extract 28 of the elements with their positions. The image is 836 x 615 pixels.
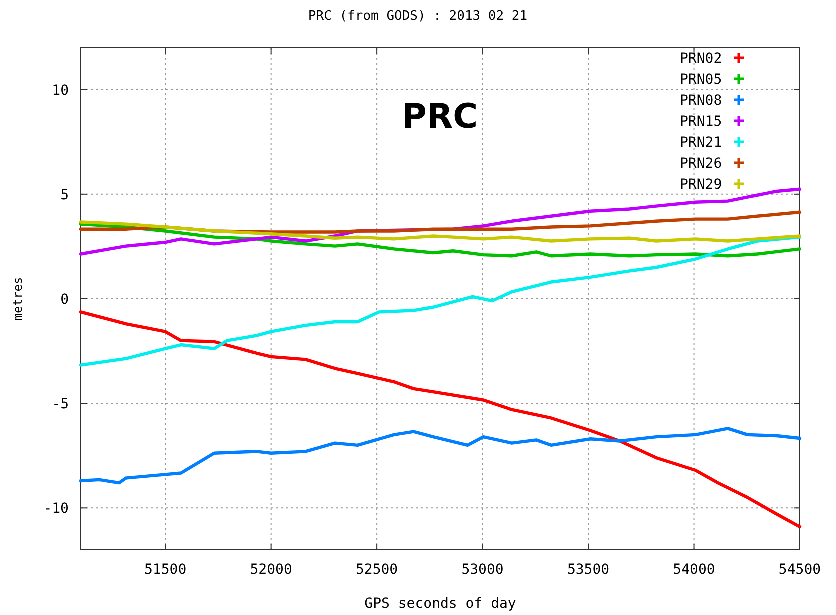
x-tick-label: 51500	[144, 562, 187, 578]
legend-label: PRN29	[680, 177, 722, 193]
legend-label: PRN21	[680, 135, 722, 151]
line-series	[79, 222, 802, 258]
x-tick-label: 54500	[778, 562, 822, 578]
x-axis-title: GPS seconds of day	[364, 596, 516, 612]
line-series	[79, 310, 802, 529]
legend-label: PRN08	[680, 93, 722, 109]
y-tick-label: 0	[60, 292, 69, 308]
x-tick-label: 52000	[250, 562, 292, 578]
x-tick-label: 54000	[673, 562, 716, 578]
legend-label: PRN26	[680, 156, 722, 172]
annotation: PRC	[402, 97, 478, 137]
line-series	[79, 427, 802, 485]
y-tick-label: -10	[44, 501, 69, 518]
y-tick-label: -5	[52, 396, 69, 413]
x-tick-label: 53500	[567, 562, 610, 578]
line-series	[79, 236, 802, 367]
x-tick-label: 53000	[462, 562, 504, 578]
legend-label: PRN15	[680, 114, 722, 130]
legend-label: PRN02	[680, 51, 722, 67]
line-series	[79, 220, 802, 243]
y-tick-label: 10	[52, 82, 69, 99]
chart-title: PRC (from GODS) : 2013 02 21	[308, 9, 528, 24]
legend-label: PRN05	[680, 72, 722, 88]
y-tick-label: 5	[60, 187, 69, 204]
y-axis-title: metres	[11, 277, 25, 321]
x-tick-label: 52500	[356, 562, 398, 578]
